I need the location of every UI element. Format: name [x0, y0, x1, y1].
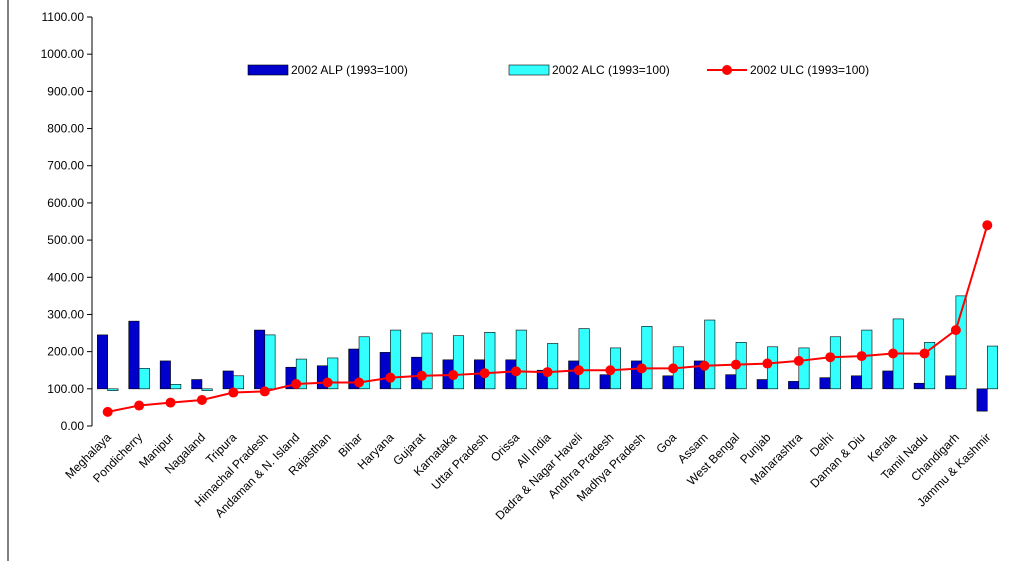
line-point [479, 368, 490, 379]
bar [547, 343, 559, 390]
y-tick-label: 800.00 [47, 122, 84, 136]
line-point [793, 355, 804, 366]
bar [379, 352, 391, 390]
bar [515, 329, 527, 390]
bar [829, 336, 841, 390]
line-point [856, 351, 867, 362]
y-tick-label: 500.00 [47, 233, 84, 247]
bar [254, 329, 266, 390]
y-tick-label: 300.00 [47, 307, 84, 321]
bar [819, 377, 831, 390]
line-point [825, 352, 836, 363]
y-tick-label: 1100.00 [42, 10, 85, 24]
line-point [888, 348, 899, 359]
bar [882, 370, 894, 390]
bar [233, 375, 245, 390]
bar [955, 295, 967, 390]
legend-label: 2002 ULC (1993=100) [750, 63, 869, 77]
y-tick-label: 0.00 [61, 419, 85, 433]
legend-swatch [722, 65, 732, 75]
legend-label: 2002 ALC (1993=100) [552, 63, 670, 77]
bar [484, 332, 496, 390]
bar [327, 357, 339, 390]
bar [97, 334, 109, 390]
y-tick-label: 700.00 [47, 159, 84, 173]
bar [128, 320, 140, 390]
bar [358, 336, 370, 390]
bar [264, 334, 276, 390]
line-point [699, 360, 710, 371]
line-point [354, 377, 365, 388]
bar [201, 388, 213, 391]
y-tick-label: 900.00 [47, 84, 84, 98]
line-point [511, 366, 522, 377]
line-point [573, 365, 584, 376]
bar [578, 328, 590, 390]
line-point [228, 387, 239, 398]
line-point [668, 363, 679, 374]
line-point [950, 325, 961, 336]
bar [222, 370, 234, 390]
bar [945, 375, 957, 390]
line-point [196, 394, 207, 405]
bar [725, 374, 737, 390]
bar [421, 332, 433, 390]
bar [138, 368, 150, 390]
line-point [542, 367, 553, 378]
bar [662, 375, 674, 390]
bar [850, 375, 862, 390]
legend-swatch [247, 64, 289, 76]
line-point [605, 365, 616, 376]
y-tick-label: 1000.00 [41, 47, 85, 61]
legend-swatch [508, 64, 550, 76]
bar [798, 347, 810, 390]
bar [599, 374, 611, 390]
y-tick-label: 600.00 [47, 196, 84, 210]
bar [390, 329, 402, 390]
line-point [730, 359, 741, 370]
y-tick-label: 200.00 [47, 345, 84, 359]
bar [756, 379, 768, 390]
bar [295, 358, 307, 390]
bar [976, 388, 988, 412]
line-point [385, 372, 396, 383]
bar [788, 381, 800, 390]
line-point [322, 377, 333, 388]
legend-label: 2002 ALP (1993=100) [291, 63, 408, 77]
bar [452, 335, 464, 390]
line-point [259, 386, 270, 397]
bar [924, 342, 936, 390]
y-tick-label: 100.00 [47, 382, 84, 396]
y-tick-label: 400.00 [47, 270, 84, 284]
line-point [762, 358, 773, 369]
line-point [982, 220, 993, 231]
x-tick-label: Goa [653, 430, 679, 456]
bar [704, 319, 716, 390]
bar [159, 360, 171, 390]
line-point [134, 400, 145, 411]
line-point [291, 378, 302, 389]
bar [913, 382, 925, 390]
line-point [102, 406, 113, 417]
bar [191, 379, 203, 390]
bar [107, 388, 119, 391]
bar [641, 326, 653, 390]
line-point [919, 348, 930, 359]
line-point [636, 363, 647, 374]
bar [986, 345, 998, 390]
bar [170, 384, 182, 390]
line-point [416, 370, 427, 381]
line-point [448, 370, 459, 381]
line-point [165, 397, 176, 408]
